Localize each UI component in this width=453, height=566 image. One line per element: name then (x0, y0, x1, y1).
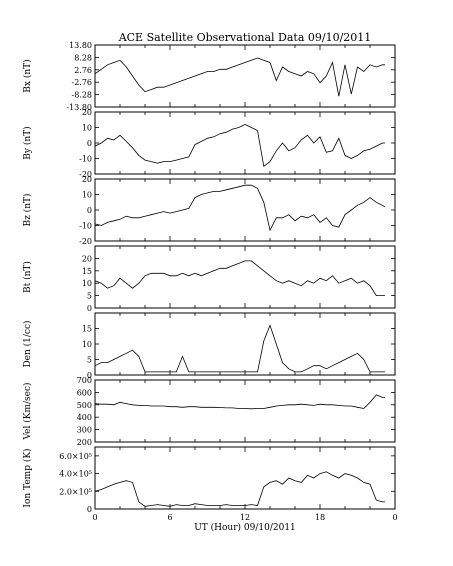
chart-title: ACE Satellite Observational Data 09/10/2… (118, 31, 372, 44)
y-tick-label: 200 (77, 438, 92, 447)
series-line (94, 471, 385, 507)
y-tick-label: 500 (77, 401, 92, 410)
y-tick-label: 20 (82, 254, 92, 263)
y-tick-label: 13.80 (69, 41, 92, 50)
panel-frame (94, 312, 396, 376)
y-axis-label: Bz (nT) (22, 193, 33, 226)
panel-7: 6.0×10⁵ 4.0×10⁵ 2.0×10⁵ 0 Ion Temp (K) (22, 446, 396, 514)
y-tick-label: 2.0×10⁵ (59, 487, 92, 496)
y-axis-label: Bt (nT) (22, 261, 33, 293)
y-tick-label: 10 (82, 340, 92, 349)
y-tick-label: 0 (87, 505, 92, 514)
y-tick-label: 700 (77, 376, 92, 385)
y-tick-label: 600 (77, 388, 92, 397)
panel-frame (94, 111, 396, 175)
y-tick-label: 2.76 (74, 66, 92, 75)
panel-frame (94, 44, 396, 108)
y-tick-label: 5 (87, 292, 92, 301)
panel-3: 20 10 0 -10 -20 Bz (nT) (22, 175, 396, 246)
y-tick-label: 8.28 (74, 53, 92, 62)
panels: 13.80 8.28 2.76 -2.76 -8.28 -13.80 Bx (nT) 20 10… (22, 41, 398, 522)
y-tick-label: 15 (82, 325, 92, 334)
y-tick-label: 10 (82, 279, 92, 288)
y-tick-label: -2.76 (71, 78, 92, 87)
y-tick-label: -8.28 (71, 91, 92, 100)
y-axis-label: Den (1/cc) (22, 320, 33, 367)
y-tick-label: 10 (82, 191, 92, 200)
y-tick-label: -20 (79, 237, 92, 246)
y-tick-label: -10 (79, 155, 92, 164)
y-tick-label: 0 (87, 371, 92, 380)
y-tick-label: 400 (77, 413, 92, 422)
panel-5: 15 10 5 0 Den (1/cc) (22, 312, 396, 380)
y-axis-label: Bx (nT) (22, 59, 33, 92)
y-tick-label: 20 (82, 108, 92, 117)
x-tick-label: 0 (392, 513, 397, 522)
y-tick-label: 0 (87, 139, 92, 148)
panel-4: 20 15 10 5 0 Bt (nT) (22, 245, 396, 313)
y-tick-label: 15 (82, 267, 92, 276)
y-tick-label: 6.0×10⁵ (59, 452, 92, 461)
y-axis-label: Ion Temp (K) (22, 448, 33, 507)
series-line (94, 324, 385, 373)
x-tick-label: 12 (240, 513, 250, 522)
panel-6: 700 600 500 400 300 200 Vel (Km/sec) (22, 376, 396, 447)
series-line (94, 394, 385, 410)
y-tick-label: 300 (77, 426, 92, 435)
x-tick-label: 18 (315, 513, 325, 522)
y-tick-label: 5 (87, 356, 92, 365)
y-tick-label: 4.0×10⁵ (59, 470, 92, 479)
panel-frame (94, 379, 396, 443)
y-tick-label: 20 (82, 175, 92, 184)
y-axis-label: By (nT) (22, 126, 33, 159)
x-tick-label: 0 (92, 513, 97, 522)
panel-1: 13.80 8.28 2.76 -2.76 -8.28 -13.80 Bx (nT) (22, 41, 396, 112)
series-line (94, 184, 386, 232)
series-line (94, 260, 385, 297)
y-tick-label: -13.80 (66, 103, 92, 112)
x-axis-label: UT (Hour) 09/10/2011 (194, 522, 296, 533)
series-line (94, 123, 385, 168)
y-tick-label: 0 (87, 206, 92, 215)
y-tick-label: 10 (82, 124, 92, 133)
panel-frame (94, 446, 396, 510)
y-tick-label: -10 (79, 222, 92, 231)
y-tick-label: 0 (87, 304, 92, 313)
y-tick-label: -20 (79, 170, 92, 179)
panel-frame (94, 245, 396, 309)
x-tick-label: 6 (167, 513, 172, 522)
series-line (94, 57, 385, 97)
y-axis-label: Vel (Km/sec) (22, 382, 33, 440)
panel-2: 20 10 0 -10 -20 By (nT) (22, 108, 396, 179)
panel-frame (94, 178, 396, 242)
